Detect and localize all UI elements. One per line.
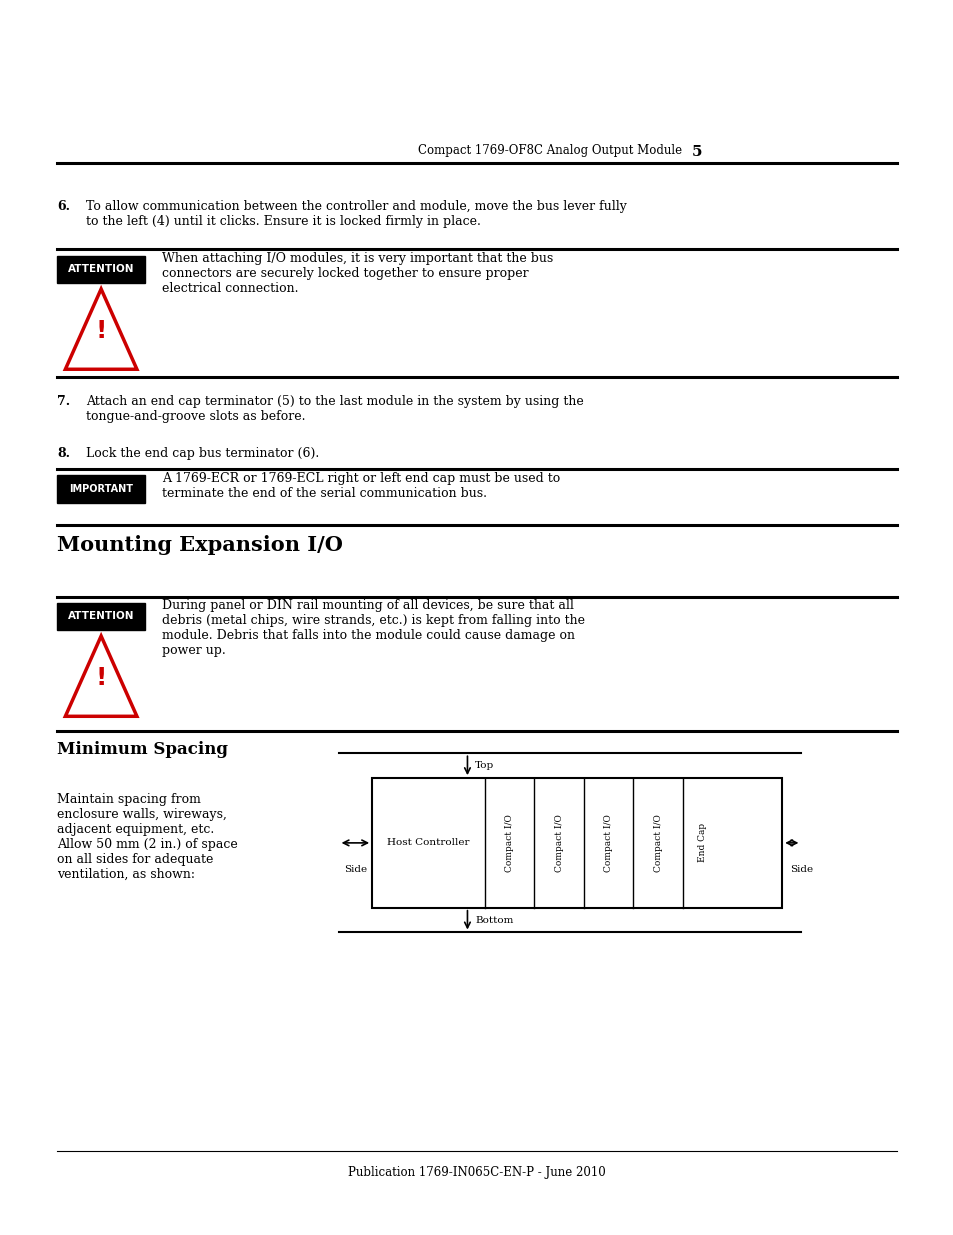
Text: Side: Side	[789, 864, 812, 874]
Text: 5: 5	[691, 146, 701, 159]
Text: Top: Top	[475, 761, 494, 771]
Text: A 1769-ECR or 1769-ECL right or left end cap must be used to
terminate the end o: A 1769-ECR or 1769-ECL right or left end…	[162, 472, 559, 500]
Bar	[57, 256, 145, 283]
Text: Compact I/O: Compact I/O	[653, 814, 662, 872]
Text: Compact I/O: Compact I/O	[603, 814, 613, 872]
Text: IMPORTANT: IMPORTANT	[69, 484, 133, 494]
Text: Minimum Spacing: Minimum Spacing	[57, 741, 228, 758]
Bar	[372, 778, 781, 908]
Text: Mounting Expansion I/O: Mounting Expansion I/O	[57, 535, 343, 555]
Text: Side: Side	[343, 864, 367, 874]
Text: Bottom: Bottom	[475, 915, 513, 925]
Text: Attach an end cap terminator (5) to the last module in the system by using the
t: Attach an end cap terminator (5) to the …	[86, 395, 583, 424]
Bar	[57, 475, 145, 503]
Text: Publication 1769-IN065C-EN-P - June 2010: Publication 1769-IN065C-EN-P - June 2010	[348, 1166, 605, 1179]
Text: 6.: 6.	[57, 200, 71, 214]
Text: When attaching I/O modules, it is very important that the bus
connectors are sec: When attaching I/O modules, it is very i…	[162, 252, 553, 295]
Text: ATTENTION: ATTENTION	[68, 264, 134, 274]
Text: !: !	[95, 666, 107, 690]
Text: Lock the end cap bus terminator (6).: Lock the end cap bus terminator (6).	[86, 447, 318, 461]
Text: Host Controller: Host Controller	[387, 839, 469, 847]
Text: ATTENTION: ATTENTION	[68, 611, 134, 621]
Text: During panel or DIN rail mounting of all devices, be sure that all
debris (metal: During panel or DIN rail mounting of all…	[162, 599, 584, 657]
Text: Compact I/O: Compact I/O	[554, 814, 563, 872]
Text: End Cap: End Cap	[697, 824, 706, 862]
Text: Compact I/O: Compact I/O	[504, 814, 514, 872]
Text: Compact 1769-OF8C Analog Output Module: Compact 1769-OF8C Analog Output Module	[417, 143, 681, 157]
Text: Maintain spacing from
enclosure walls, wireways,
adjacent equipment, etc.
Allow : Maintain spacing from enclosure walls, w…	[57, 793, 237, 881]
Bar	[57, 603, 145, 630]
Text: !: !	[95, 319, 107, 343]
Text: To allow communication between the controller and module, move the bus lever ful: To allow communication between the contr…	[86, 200, 626, 228]
Polygon shape	[66, 636, 137, 716]
Text: 7.: 7.	[57, 395, 71, 409]
Polygon shape	[66, 289, 137, 369]
Text: 8.: 8.	[57, 447, 71, 461]
